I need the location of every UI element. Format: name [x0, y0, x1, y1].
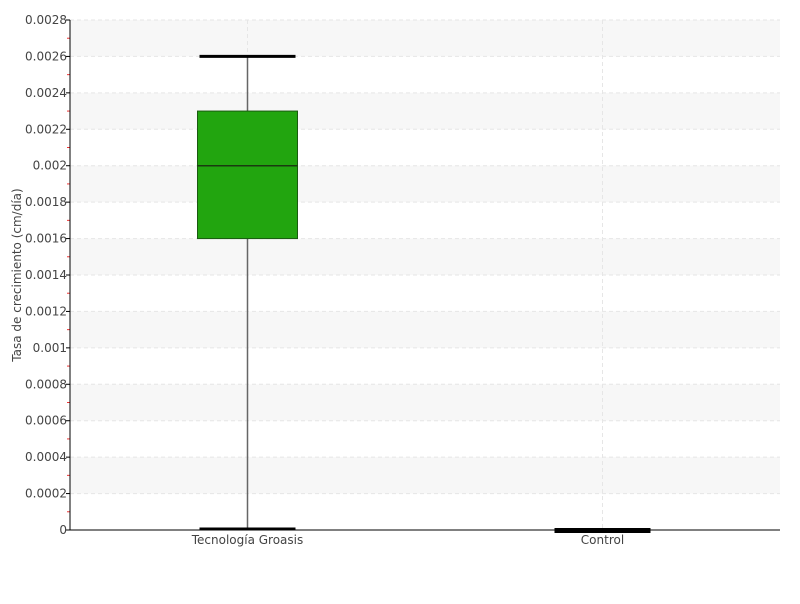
- y-tick-label: 0.0018: [25, 195, 67, 209]
- y-tick-label: 0.002: [33, 159, 67, 173]
- y-tick-label: 0.0008: [25, 377, 67, 391]
- y-tick-label: 0.0002: [25, 487, 67, 501]
- y-tick-label: 0.0014: [25, 268, 67, 282]
- box: [197, 110, 298, 240]
- grid-band: [70, 165, 780, 203]
- y-tick-label: 0.0022: [25, 122, 67, 136]
- y-tick-label: 0.0004: [25, 450, 67, 464]
- grid-band: [70, 238, 780, 275]
- y-tick-label: 0.0026: [25, 49, 67, 63]
- y-tick-label: 0.0012: [25, 304, 67, 318]
- y-tick-label: 0.0024: [25, 86, 67, 100]
- y-tick-label: 0.0006: [25, 414, 67, 428]
- y-tick-label: 0.001: [33, 341, 67, 355]
- x-tick-label: Tecnología Groasis: [191, 533, 304, 547]
- y-axis-label: Tasa de crecimiento (cm/día): [10, 188, 24, 362]
- y-tick-label: 0.0016: [25, 232, 67, 246]
- grid-band: [70, 20, 780, 57]
- grid-band: [70, 384, 780, 421]
- grid-band: [70, 92, 780, 130]
- x-tick-label: Control: [581, 533, 624, 547]
- grid-band: [70, 311, 780, 348]
- grid-band: [70, 457, 780, 494]
- y-tick-label: 0.0028: [25, 13, 67, 27]
- y-tick-label: 0: [59, 523, 67, 537]
